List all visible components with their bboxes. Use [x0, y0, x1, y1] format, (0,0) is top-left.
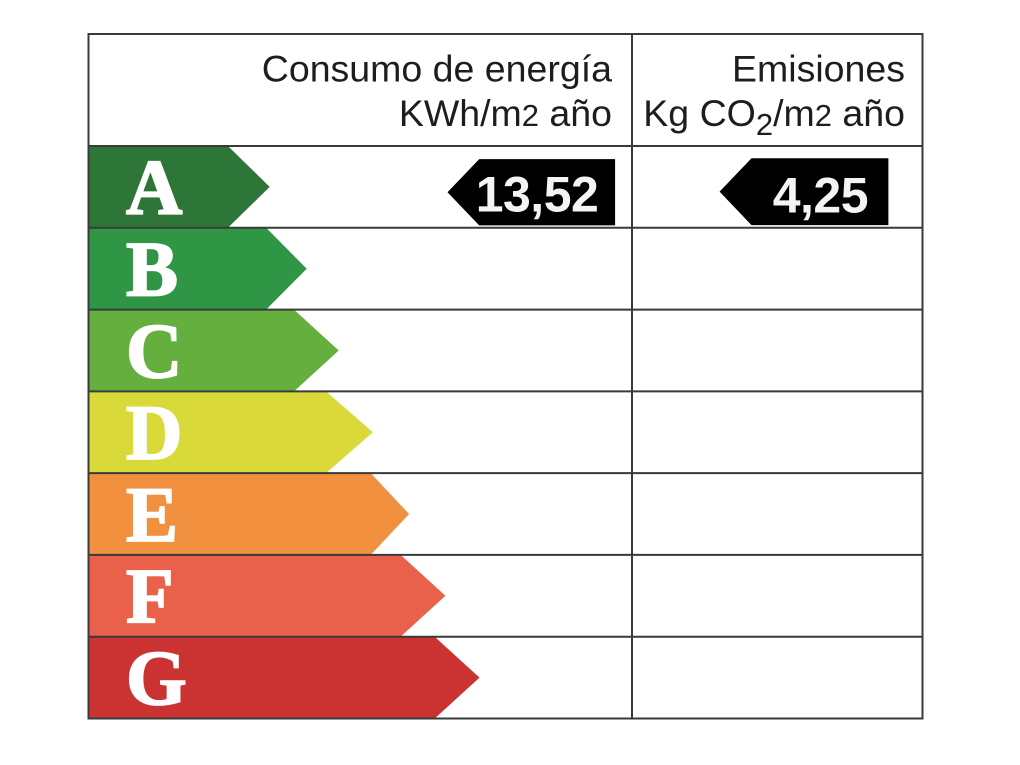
svg-text:D: D: [126, 389, 182, 476]
svg-text:C: C: [126, 307, 182, 394]
svg-text:4,25: 4,25: [773, 168, 868, 224]
svg-text:G: G: [126, 634, 187, 721]
svg-text:KWh/m2 año: KWh/m2 año: [399, 92, 612, 134]
svg-text:13,52: 13,52: [476, 167, 599, 223]
svg-text:Kg CO2/m2 año: Kg CO2/m2 año: [643, 92, 905, 142]
svg-text:F: F: [126, 553, 174, 640]
svg-text:E: E: [126, 471, 178, 558]
svg-text:Consumo de energía: Consumo de energía: [262, 48, 612, 90]
svg-text:Emisiones: Emisiones: [732, 48, 905, 90]
svg-text:A: A: [126, 144, 182, 231]
svg-text:B: B: [126, 225, 178, 312]
